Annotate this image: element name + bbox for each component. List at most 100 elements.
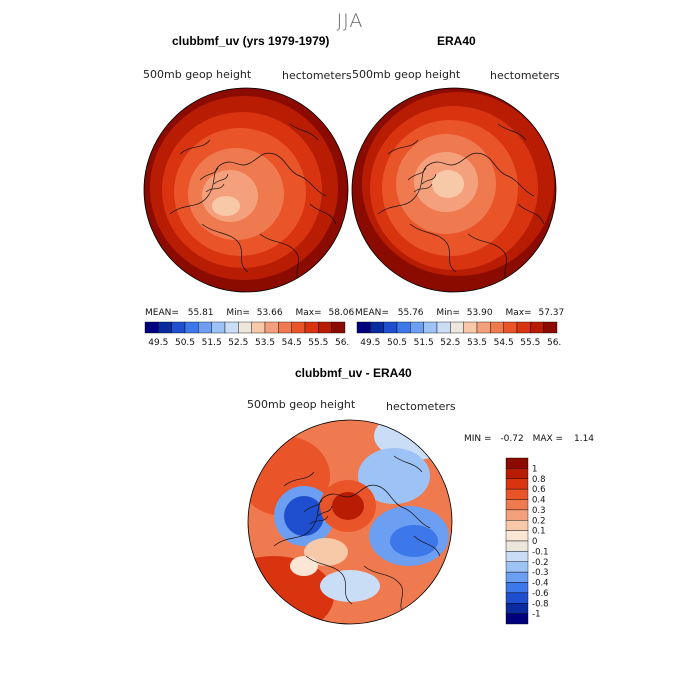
- diff-colorbar-tick-label: 0.2: [532, 516, 546, 526]
- obs-colorbar-swatch: [396, 321, 411, 334]
- model-colorbar-swatch: [331, 321, 346, 334]
- diff-colorbar-swatch: [505, 551, 529, 562]
- obs-max-label: Max=: [505, 308, 532, 318]
- obs-colorbar-tick-label: 51.5: [414, 338, 434, 348]
- obs-colorbar-swatch: [530, 321, 544, 334]
- model-colorbar-tick-label: 53.5: [255, 338, 275, 348]
- diff-coastlines: [273, 455, 441, 617]
- model-min-label: Min=: [226, 308, 250, 318]
- obs-colorbar-swatch: [410, 321, 424, 334]
- model-colorbar-tick-label: 50.5: [175, 338, 195, 348]
- obs-colorbar-tick-label: 56.5: [547, 338, 562, 348]
- diff-colorbar-tick-label: 0.6: [532, 485, 546, 495]
- model-units-label: hectometers: [282, 69, 352, 82]
- obs-coastlines: [377, 123, 545, 285]
- model-colorbar-swatch: [224, 321, 239, 334]
- model-colorbar-swatch: [304, 321, 319, 334]
- obs-polar-map: [351, 87, 557, 293]
- obs-colorbar-swatch: [436, 321, 451, 334]
- diff-colorbar-tick-label: 0.1: [532, 527, 546, 537]
- diff-colorbar: 10.80.60.40.30.20.10-0.1-0.2-0.3-0.4-0.6…: [505, 457, 549, 625]
- diff-field-label: 500mb geop height: [247, 398, 356, 411]
- model-colorbar-tick-label: 52.5: [228, 338, 248, 348]
- obs-colorbar-tick-label: 50.5: [387, 338, 407, 348]
- obs-units-label: hectometers: [490, 69, 560, 82]
- diff-colorbar-swatch: [505, 571, 529, 583]
- model-colorbar-tick-label: 55.5: [308, 338, 328, 348]
- model-field-label: 500mb geop height: [143, 68, 252, 81]
- diff-min-value: -0.72: [500, 434, 524, 444]
- obs-colorbar-swatch: [476, 321, 491, 334]
- model-colorbar-swatch: [171, 321, 186, 334]
- model-colorbar-swatch: [158, 321, 172, 334]
- model-colorbar-tick-label: 49.5: [148, 338, 168, 348]
- diff-colorbar-tick-label: -0.4: [532, 579, 549, 589]
- obs-colorbar-swatch: [423, 321, 438, 334]
- obs-max-value: 57.37: [538, 308, 565, 318]
- diff-colorbar-tick-label: -0.2: [532, 558, 549, 568]
- diff-colorbar-swatch: [505, 603, 529, 614]
- obs-colorbar-swatch: [356, 321, 371, 334]
- diff-colorbar-tick-label: 1: [532, 464, 537, 474]
- diff-polar-map: [247, 419, 453, 625]
- obs-colorbar-swatch: [516, 321, 531, 334]
- obs-colorbar-swatch: [463, 321, 478, 334]
- diff-colorbar-tick-label: -0.6: [532, 589, 549, 599]
- diff-colorbar-swatch: [505, 613, 529, 625]
- diff-colorbar-tick-label: 0.3: [532, 506, 546, 516]
- model-stats-line: MEAN= 55.81 Min= 53.66 Max= 58.06: [145, 308, 354, 318]
- model-colorbar-swatch: [251, 321, 266, 334]
- diff-colorbar-tick-label: -0.3: [532, 568, 549, 578]
- diff-colorbar-tick-label: -0.8: [532, 599, 549, 609]
- diff-colorbar-swatch: [505, 457, 529, 469]
- diff-min-label: MIN =: [464, 434, 492, 444]
- diff-stats-line: MIN = -0.72 MAX = 1.14: [464, 434, 594, 444]
- diff-colorbar-swatch: [505, 509, 529, 521]
- diff-colorbar-tick-label: -1: [532, 610, 540, 620]
- obs-stats-line: MEAN= 55.76 Min= 53.90 Max= 57.37: [355, 308, 564, 318]
- obs-colorbar-tick-label: 49.5: [360, 338, 380, 348]
- diff-colorbar-swatch: [505, 592, 529, 604]
- figure-title: JJA: [336, 10, 364, 32]
- model-colorbar-tick-label: 54.5: [282, 338, 302, 348]
- diff-max-value: 1.14: [573, 434, 595, 444]
- diff-colorbar-swatch: [505, 499, 529, 511]
- model-mean-value: 55.81: [187, 308, 214, 318]
- model-colorbar-tick-label: 51.5: [202, 338, 222, 348]
- obs-colorbar-tick-label: 54.5: [494, 338, 514, 348]
- diff-panel-title: clubbmf_uv - ERA40: [295, 366, 412, 380]
- model-panel-title: clubbmf_uv (yrs 1979-1979): [172, 34, 330, 48]
- obs-colorbar-swatch: [383, 321, 398, 334]
- diff-units-label: hectometers: [386, 400, 456, 413]
- diff-colorbar-tick-label: 0.4: [532, 496, 546, 506]
- model-colorbar-swatch: [198, 321, 212, 334]
- model-colorbar-swatch: [318, 321, 332, 334]
- model-coastlines: [169, 123, 337, 285]
- obs-colorbar-tick-label: 55.5: [520, 338, 540, 348]
- model-colorbar-swatch: [238, 321, 252, 334]
- diff-colorbar-swatch: [505, 478, 529, 490]
- diff-colorbar-swatch: [505, 582, 529, 594]
- obs-colorbar-tick-label: 53.5: [467, 338, 487, 348]
- obs-colorbar-swatch: [490, 321, 504, 334]
- diff-colorbar-swatch: [505, 561, 529, 573]
- obs-colorbar-swatch: [503, 321, 518, 334]
- obs-colorbar: 49.5 50.5 51.5 52.5 53.5 54.5 55.5 56.5: [356, 321, 562, 348]
- obs-field-label: 500mb geop height: [352, 68, 461, 81]
- model-colorbar-swatch: [264, 321, 279, 334]
- obs-min-label: Min=: [436, 308, 460, 318]
- model-max-label: Max=: [295, 308, 322, 318]
- model-colorbar-swatch: [184, 321, 199, 334]
- diff-colorbar-swatch: [505, 468, 529, 479]
- model-mean-label: MEAN=: [145, 308, 179, 318]
- model-polar-map: [143, 87, 349, 293]
- obs-mean-label: MEAN=: [355, 308, 389, 318]
- obs-colorbar-swatch: [543, 321, 558, 334]
- obs-panel-title: ERA40: [437, 34, 476, 48]
- diff-colorbar-swatch: [505, 488, 529, 500]
- model-colorbar-tick-label: 56.5: [335, 338, 350, 348]
- diff-colorbar-tick-label: 0.8: [532, 475, 546, 485]
- model-min-value: 53.66: [256, 308, 283, 318]
- diff-colorbar-swatch: [505, 540, 529, 552]
